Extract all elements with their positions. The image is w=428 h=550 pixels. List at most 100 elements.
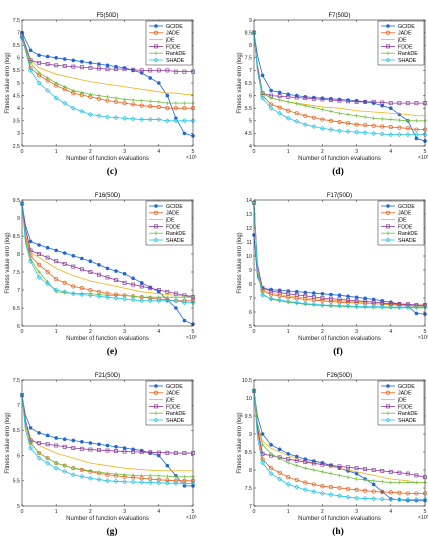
- x-tick-label: 2: [89, 509, 92, 515]
- data-point-fdde: [71, 446, 76, 450]
- data-point-fdde: [148, 68, 153, 73]
- data-point-jade: [277, 105, 282, 110]
- data-point-gcide: [165, 93, 170, 98]
- data-point-rankde: [80, 90, 84, 95]
- y-tick-label: 7.5: [245, 486, 252, 492]
- y-tick-label: 6: [249, 93, 252, 99]
- legend-label: RankDE: [398, 51, 418, 57]
- legend-label: FDDE: [398, 404, 413, 410]
- series-jde: [21, 203, 193, 296]
- x-tick-label: 5: [424, 149, 427, 155]
- data-point-fdde: [114, 449, 118, 454]
- data-point-gcide: [122, 446, 127, 450]
- legend-box: [377, 380, 425, 426]
- data-point-shade: [147, 117, 153, 123]
- data-point-jade: [405, 126, 410, 131]
- data-point-fdde: [388, 101, 393, 106]
- series-line-jade: [253, 390, 425, 494]
- data-point-fdde: [37, 441, 42, 445]
- data-point-jade: [337, 120, 342, 125]
- data-point-fdde: [405, 302, 410, 307]
- legend-label: JADE: [166, 31, 180, 37]
- data-point-shade: [268, 296, 274, 302]
- data-point-gcide: [62, 437, 67, 442]
- data-point-shade: [345, 303, 351, 309]
- y-tick-label: 8.5: [245, 450, 252, 456]
- data-point-jade: [131, 102, 136, 107]
- y-tick-label: 7: [17, 403, 20, 409]
- legend-label: RankDE: [398, 411, 418, 417]
- data-point-shade: [139, 479, 145, 485]
- data-point-fdde: [337, 464, 342, 469]
- data-point-jade: [303, 480, 308, 485]
- data-point-jade: [122, 101, 127, 106]
- y-tick-label: 5.5: [245, 106, 252, 112]
- data-point-gcide: [346, 294, 350, 299]
- data-point-shade: [285, 481, 291, 487]
- data-point-shade: [268, 105, 274, 111]
- legend-label: jDE: [165, 398, 175, 404]
- data-point-shade: [302, 122, 308, 128]
- legend-label: FDDE: [166, 44, 181, 50]
- legend-marker: [153, 417, 159, 423]
- data-point-rankde: [329, 471, 333, 476]
- y-tick-label: 6.5: [245, 81, 252, 87]
- data-point-shade: [328, 492, 334, 498]
- data-point-shade: [328, 127, 334, 133]
- series-line-shade: [21, 395, 193, 484]
- data-point-rankde: [277, 456, 282, 461]
- data-point-shade: [413, 304, 419, 310]
- chart-panel-2: F7(50D) 0 1 2 3 4 5 4 4.5 5 5.5 6 6.5 7 7.5 8 8.5 9 Number…: [237, 13, 428, 177]
- data-point-rankde: [131, 473, 135, 478]
- chart-panel-5: F21(50D) 0 1 2 3 4 5 5 5.5 6 6.5 7 7.5 Number of func…: [5, 373, 197, 537]
- data-point-shade: [319, 490, 325, 496]
- data-point-fdde: [363, 299, 368, 304]
- data-point-shade: [122, 296, 128, 302]
- data-point-rankde: [97, 93, 101, 98]
- data-point-jade: [414, 127, 419, 132]
- series-shade: [19, 392, 196, 486]
- data-point-shade: [285, 115, 291, 121]
- x-tick-label: 5: [424, 509, 427, 515]
- data-point-fdde: [114, 67, 118, 72]
- data-point-rankde: [312, 468, 316, 472]
- data-point-jade: [294, 477, 299, 482]
- data-point-rankde: [131, 98, 135, 102]
- data-point-shade: [319, 125, 325, 131]
- data-point-rankde: [28, 61, 33, 65]
- data-point-jade: [320, 484, 325, 489]
- x-tick-label: 1: [55, 329, 58, 335]
- data-point-rankde: [37, 270, 41, 274]
- data-point-gcide: [182, 131, 187, 136]
- y-tick-label: 7.5: [13, 378, 20, 384]
- x-axis-label: Number of function evaluations: [66, 516, 149, 522]
- data-point-jade: [414, 491, 419, 496]
- data-point-rankde: [88, 468, 93, 473]
- legend-label: RankDE: [166, 51, 186, 57]
- data-point-jade: [114, 99, 119, 104]
- series-shade: [251, 388, 428, 503]
- data-point-fdde: [320, 296, 325, 300]
- data-point-fdde: [54, 443, 59, 448]
- data-point-shade: [181, 480, 187, 486]
- y-tick-label: 6: [17, 56, 20, 62]
- data-point-shade: [45, 88, 51, 94]
- y-tick-label: 7: [17, 30, 20, 36]
- data-point-shade: [96, 293, 102, 299]
- data-point-shade: [96, 477, 102, 483]
- chart-panel-3: F16(50D) 0 1 2 3 4 5 6 6.5 7 7.5 8 8.5 9 9.5 Number of …: [5, 193, 197, 357]
- x-tick-label: 3: [123, 149, 126, 155]
- data-point-rankde: [80, 467, 84, 472]
- data-point-fdde: [363, 467, 368, 472]
- data-point-rankde: [260, 443, 265, 447]
- legend-label: SHADE: [398, 58, 417, 64]
- y-axis-label: Fitness value erro (log): [5, 232, 11, 293]
- data-point-shade: [45, 460, 51, 466]
- chart-title: F26(50D): [327, 373, 352, 379]
- legend-label: JADE: [166, 211, 180, 217]
- data-point-gcide: [380, 298, 385, 303]
- data-point-fdde: [79, 446, 84, 451]
